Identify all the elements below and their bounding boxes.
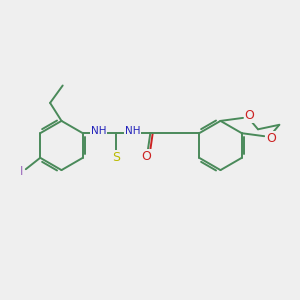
Text: S: S xyxy=(112,151,120,164)
Text: O: O xyxy=(142,150,151,164)
Text: O: O xyxy=(245,109,254,122)
Text: NH: NH xyxy=(91,126,106,136)
Text: O: O xyxy=(266,132,276,145)
Text: NH: NH xyxy=(125,126,141,136)
Text: I: I xyxy=(20,165,23,178)
